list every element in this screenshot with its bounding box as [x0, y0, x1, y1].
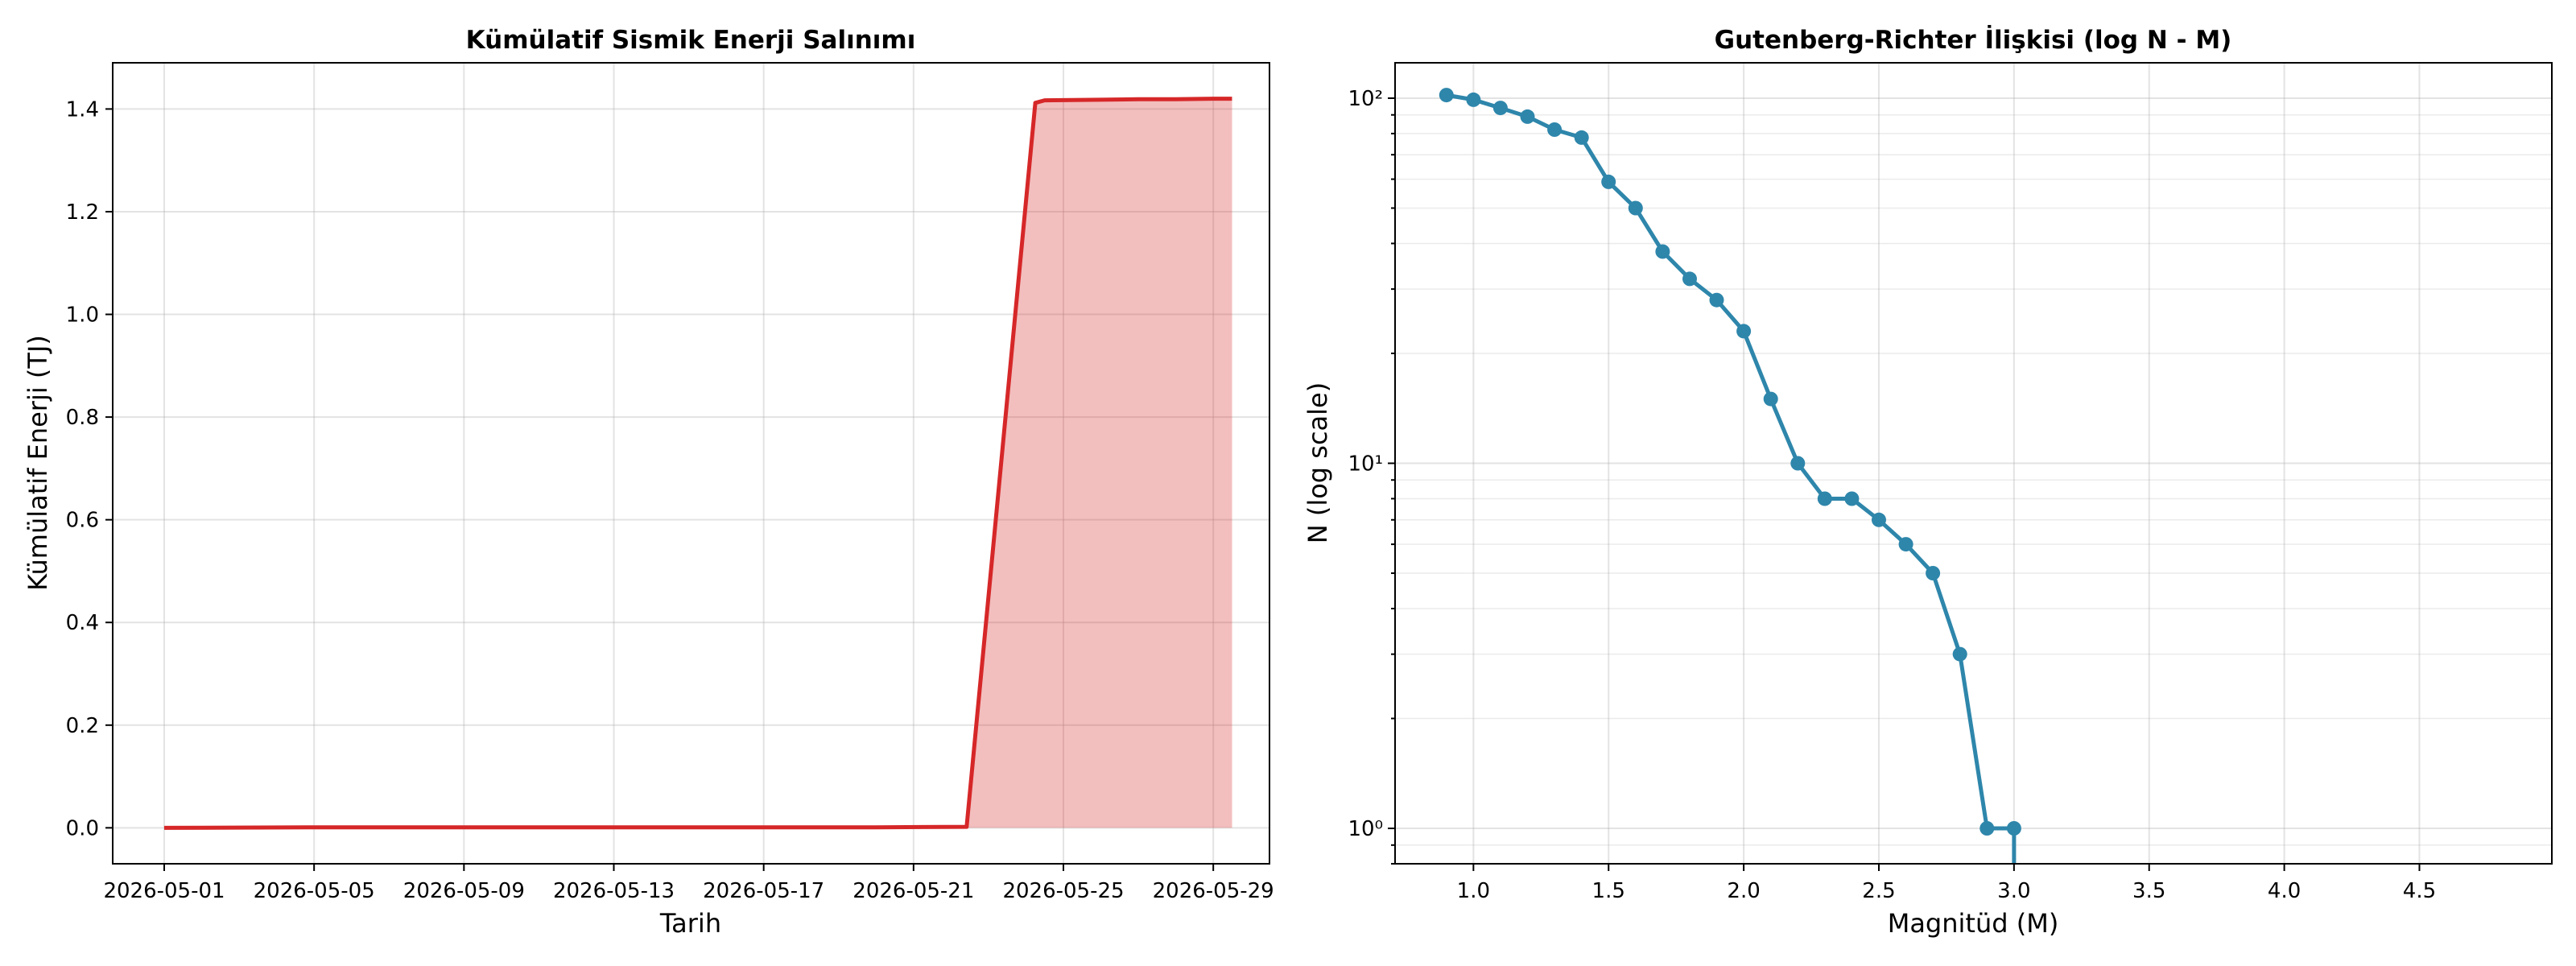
- left-x-tick-label: 2026-05-01: [103, 879, 225, 903]
- left-grid: [113, 63, 1269, 864]
- right-x-tick-label: 1.5: [1592, 879, 1625, 903]
- right-x-tick-label: 2.0: [1727, 879, 1760, 903]
- gr-data-point: [1844, 491, 1860, 506]
- energy-area-fill: [164, 98, 1232, 828]
- left-chart-title: Kümülatif Sismik Enerji Salınımı: [466, 26, 916, 55]
- gr-data-point: [1736, 324, 1752, 339]
- left-x-tick-label: 2026-05-25: [1002, 879, 1124, 903]
- gr-data-point: [1926, 566, 1941, 580]
- right-x-tick-label: 1.0: [1457, 879, 1490, 903]
- left-y-axis-label: Kümülatif Enerji (TJ): [23, 335, 53, 591]
- gr-data-point: [1817, 491, 1832, 506]
- gr-data-point: [1979, 821, 1995, 836]
- left-y-tick-label: 1.0: [66, 303, 99, 328]
- right-x-tick-label: 3.0: [1997, 879, 2030, 903]
- gr-data-point: [1547, 122, 1563, 137]
- left-x-tick-label: 2026-05-05: [254, 879, 375, 903]
- right-y-ticks: 10⁰ 10¹ 10²: [1348, 87, 1395, 865]
- gr-data-point: [1574, 130, 1589, 145]
- left-x-tick-label: 2026-05-21: [852, 879, 974, 903]
- left-plot-frame: [112, 62, 1270, 865]
- gr-data-point: [2006, 821, 2021, 836]
- left-y-tick-label: 1.2: [66, 200, 99, 225]
- right-y-axis-label: N (log scale): [1302, 382, 1333, 543]
- left-y-ticks: 0.0 0.2 0.4 0.6 0.8 1.0 1.2 1.4: [66, 97, 113, 840]
- gr-data-point: [1872, 512, 1886, 527]
- gr-data-point: [1898, 537, 1913, 552]
- gutenberg-richter-chart: 1.0 1.5 2.0 2.5 3.0 3.5 4.0 4.5 10⁰ 10¹ 10² Guten…: [1302, 26, 2553, 939]
- right-x-tick-label: 3.5: [2132, 879, 2165, 903]
- gr-markers: [1439, 88, 2021, 836]
- gr-data-point: [1628, 200, 1643, 216]
- right-x-tick-label: 2.5: [1862, 879, 1895, 903]
- left-y-tick-label: 0.8: [66, 406, 99, 430]
- cumulative-energy-chart: 2026-05-01 2026-05-05 2026-05-09 2026-05-13…: [23, 26, 1274, 939]
- right-y-tick-label: 10²: [1348, 87, 1383, 111]
- gr-data-point: [1492, 101, 1508, 116]
- right-x-axis-label: Magnitüd (M): [1888, 908, 2059, 939]
- gr-data-point: [1466, 92, 1481, 107]
- gr-data-point: [1952, 646, 1967, 662]
- left-x-tick-label: 2026-05-17: [703, 879, 824, 903]
- right-chart-title: Gutenberg-Richter İlişkisi (log N - M): [1715, 26, 2232, 55]
- right-x-ticks: 1.0 1.5 2.0 2.5 3.0 3.5 4.0 4.5: [1457, 864, 2436, 903]
- gr-data-point: [1682, 271, 1697, 287]
- gr-data-point: [1520, 109, 1535, 124]
- left-x-tick-label: 2026-05-09: [403, 879, 525, 903]
- right-x-tick-label: 4.0: [2268, 879, 2301, 903]
- left-y-tick-label: 0.0: [66, 816, 99, 840]
- gr-data-point: [1790, 456, 1806, 471]
- left-x-tick-label: 2026-05-29: [1153, 879, 1274, 903]
- gr-data-point: [1439, 88, 1454, 103]
- gr-data-point: [1601, 174, 1616, 189]
- right-y-tick-label: 10⁰: [1348, 817, 1383, 841]
- right-y-tick-label: 10¹: [1348, 452, 1383, 477]
- left-y-tick-label: 1.4: [66, 97, 99, 122]
- gr-data-point: [1709, 292, 1724, 308]
- right-x-tick-label: 4.5: [2403, 879, 2436, 903]
- energy-line: [163, 97, 1232, 830]
- left-x-tick-label: 2026-05-13: [553, 879, 675, 903]
- left-x-ticks: 2026-05-01 2026-05-05 2026-05-09 2026-05-13…: [103, 864, 1274, 903]
- left-y-tick-label: 0.4: [66, 611, 99, 635]
- left-y-tick-label: 0.2: [66, 714, 99, 738]
- gr-data-point: [1763, 391, 1778, 407]
- left-x-axis-label: Tarih: [659, 908, 721, 939]
- gr-data-point: [1655, 244, 1670, 259]
- left-y-tick-label: 0.6: [66, 509, 99, 533]
